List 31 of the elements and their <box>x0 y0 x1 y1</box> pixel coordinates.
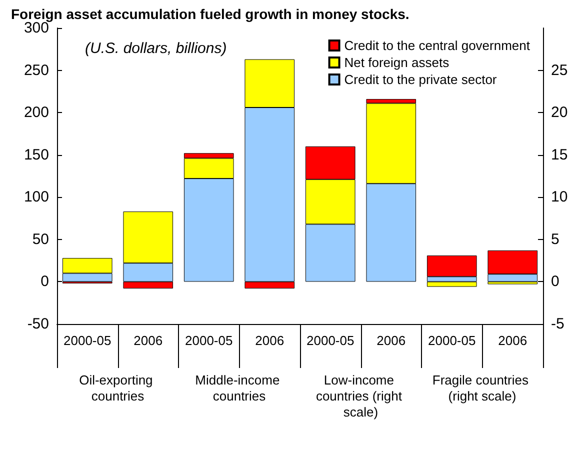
y2-tick-label: 10 <box>551 188 568 206</box>
x-tick-label: 2000-05 <box>185 333 233 348</box>
y-tick-label: 0 <box>40 273 49 290</box>
y2-tick-label: 5 <box>551 230 560 248</box>
y-tick-label: 150 <box>24 146 49 164</box>
y2-tick-label: 20 <box>551 104 568 122</box>
x-tick-label: 2006 <box>376 333 406 348</box>
text: Oil-exporting countries <box>79 372 156 404</box>
x-tick-label: 2000-05 <box>428 333 476 348</box>
y-tick-label: 50 <box>32 230 49 248</box>
chart-title: Foreign asset accumulation fueled growth in money stocks. <box>11 6 410 22</box>
y2-tick-label: -5 <box>551 316 564 332</box>
text: Fragile countries (right scale) <box>432 372 532 404</box>
y2-tick-label: 15 <box>551 146 568 164</box>
y2-tick-label: 0 <box>551 273 560 290</box>
x-tick-label: 2006 <box>255 333 284 348</box>
text: (U.S. dollars, billions) <box>85 40 227 57</box>
y2-tick-label: 25 <box>551 62 568 79</box>
y-tick-label: 100 <box>24 188 49 206</box>
x-tick-label: 2006 <box>498 333 528 348</box>
y-tick-label: 200 <box>24 104 49 122</box>
text: Middle-income countries <box>195 372 284 404</box>
legend-label: Net foreign assets <box>344 55 450 70</box>
y-tick-label: -50 <box>27 316 49 332</box>
y-tick-label: 250 <box>24 62 49 79</box>
x-tick-label: 2000-05 <box>64 333 112 348</box>
legend-label: Credit to the central government <box>344 38 530 53</box>
x-tick-label: 2000-05 <box>306 333 354 348</box>
legend-label: Credit to the private sector <box>344 72 498 87</box>
text: Low-income countries (right scale) <box>316 372 406 420</box>
x-tick-label: 2006 <box>134 333 163 348</box>
